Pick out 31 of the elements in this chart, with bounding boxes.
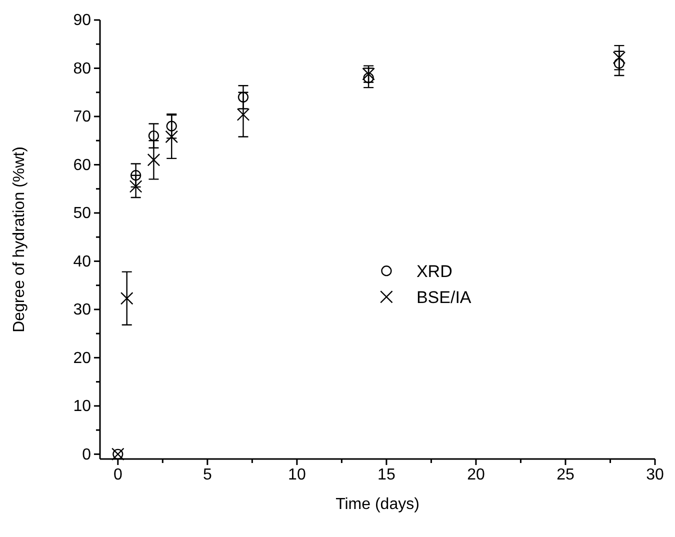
y-tick-label: 80 — [73, 60, 92, 78]
point — [147, 153, 160, 166]
point — [165, 130, 178, 144]
point — [238, 92, 249, 102]
y-tick-label: 50 — [73, 205, 92, 222]
x-tick-label: 20 — [467, 466, 485, 484]
x-tick-label: 30 — [646, 466, 664, 484]
point — [148, 130, 160, 142]
point — [120, 292, 134, 305]
y-tick-label: 20 — [73, 350, 92, 367]
legend-label: XRD — [416, 262, 452, 281]
y-tick-label: 30 — [73, 302, 92, 319]
y-tick-label: 60 — [73, 156, 92, 174]
point — [614, 58, 625, 69]
y-tick-label: 90 — [73, 12, 92, 30]
legend-label: BSE/IA — [416, 288, 472, 307]
x-tick-label: 10 — [288, 466, 306, 484]
y-tick-label: 10 — [73, 398, 92, 416]
point — [236, 108, 250, 121]
y-tick-label: 70 — [73, 108, 92, 126]
x-tick-label: 25 — [556, 466, 574, 484]
point — [129, 180, 142, 193]
y-tick-label: 40 — [73, 253, 92, 270]
point — [363, 72, 374, 84]
x-axis-title: Time (days) — [336, 496, 420, 513]
x-tick-label: 5 — [202, 466, 212, 484]
x-tick-label: 0 — [113, 466, 122, 484]
x-tick-label: 15 — [378, 466, 396, 484]
y-tick-label: 0 — [82, 446, 92, 464]
y-axis-title: Degree of hydration (%wt) — [11, 146, 28, 332]
point — [166, 120, 177, 132]
